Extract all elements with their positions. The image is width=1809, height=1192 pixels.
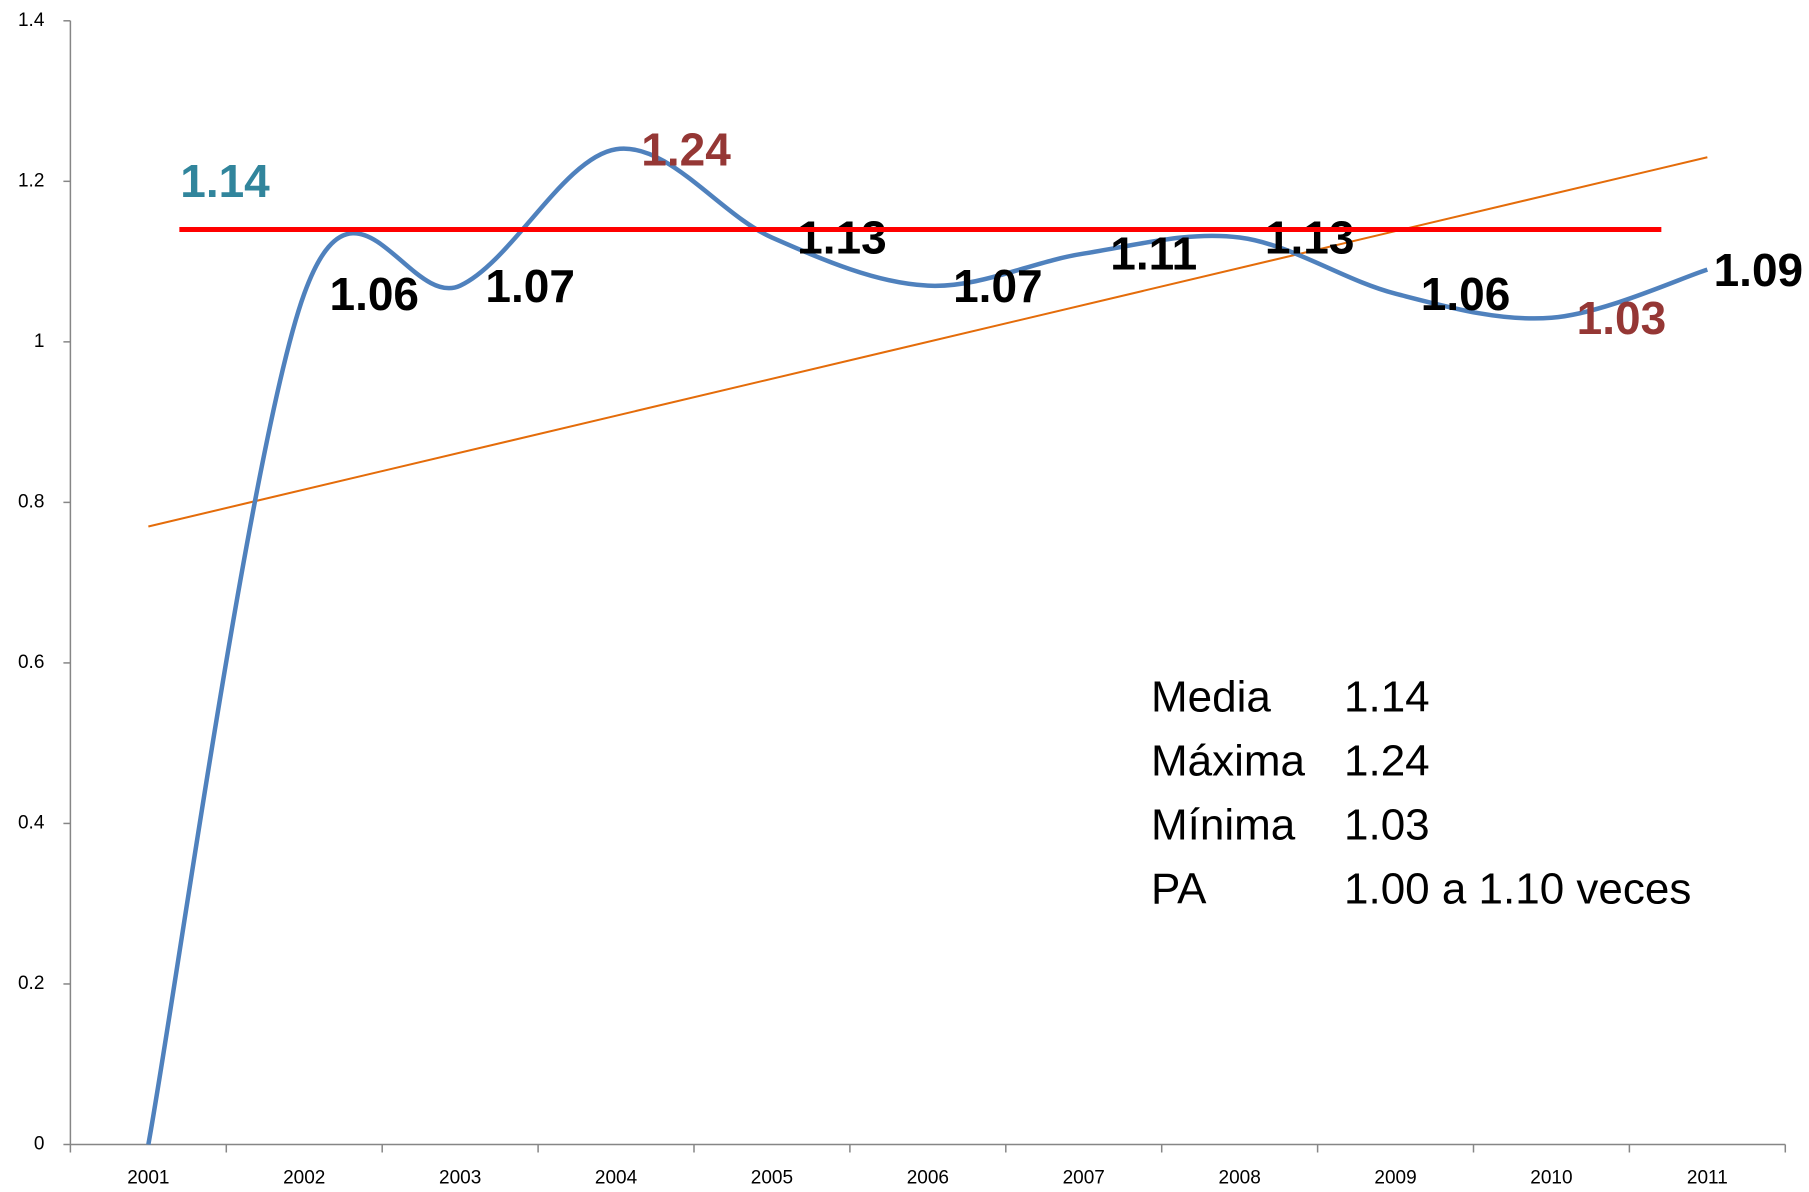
y-tick-label: 0.6 — [18, 652, 44, 673]
data-label: 1.03 — [1577, 292, 1667, 344]
line-series — [146, 146, 1709, 1145]
y-tick-label: 0.4 — [18, 812, 45, 833]
data-label: 1.07 — [485, 260, 575, 312]
annotation-text: PA — [1151, 865, 1207, 914]
annotation-text: 1.14 — [1344, 673, 1430, 722]
annotation-text: 1.03 — [1344, 801, 1430, 850]
data-label: 1.06 — [1421, 268, 1511, 320]
x-tick-label: 2007 — [1063, 1168, 1105, 1189]
annotation-text: Mínima — [1151, 801, 1296, 850]
mean-label: 1.14 — [180, 155, 270, 207]
data-label: 1.13 — [797, 212, 887, 264]
data-label: 1.11 — [1110, 228, 1197, 280]
annotation-text: 1.24 — [1344, 737, 1430, 786]
x-tick-label: 2001 — [127, 1168, 169, 1189]
x-tick-label: 2010 — [1530, 1168, 1572, 1189]
x-tick-label: 2009 — [1374, 1168, 1416, 1189]
y-tick-label: 1 — [34, 331, 45, 352]
data-label: 1.24 — [641, 123, 731, 175]
data-label: 1.07 — [953, 260, 1043, 312]
y-tick-label: 0.2 — [18, 973, 44, 994]
x-tick-label: 2005 — [751, 1168, 793, 1189]
data-label: 1.13 — [1265, 212, 1355, 264]
y-tick-label: 0.8 — [18, 491, 44, 512]
x-tick-label: 2004 — [595, 1168, 638, 1189]
x-tick-label: 2011 — [1687, 1168, 1728, 1189]
data-label: 1.09 — [1714, 244, 1804, 296]
trendline — [148, 156, 1708, 528]
y-tick-label: 1.4 — [18, 10, 45, 31]
y-tick-label: 0 — [34, 1134, 45, 1155]
annotation-text: 1.00 a 1.10 veces — [1344, 865, 1691, 914]
data-label: 1.06 — [329, 268, 419, 320]
annotation-text: Máxima — [1151, 737, 1306, 786]
x-tick-label: 2006 — [907, 1168, 949, 1189]
annotation-text: Media — [1151, 673, 1271, 722]
x-tick-label: 2008 — [1219, 1168, 1261, 1189]
x-tick-label: 2003 — [439, 1168, 481, 1189]
x-tick-label: 2002 — [283, 1168, 325, 1189]
y-tick-label: 1.2 — [18, 170, 44, 191]
